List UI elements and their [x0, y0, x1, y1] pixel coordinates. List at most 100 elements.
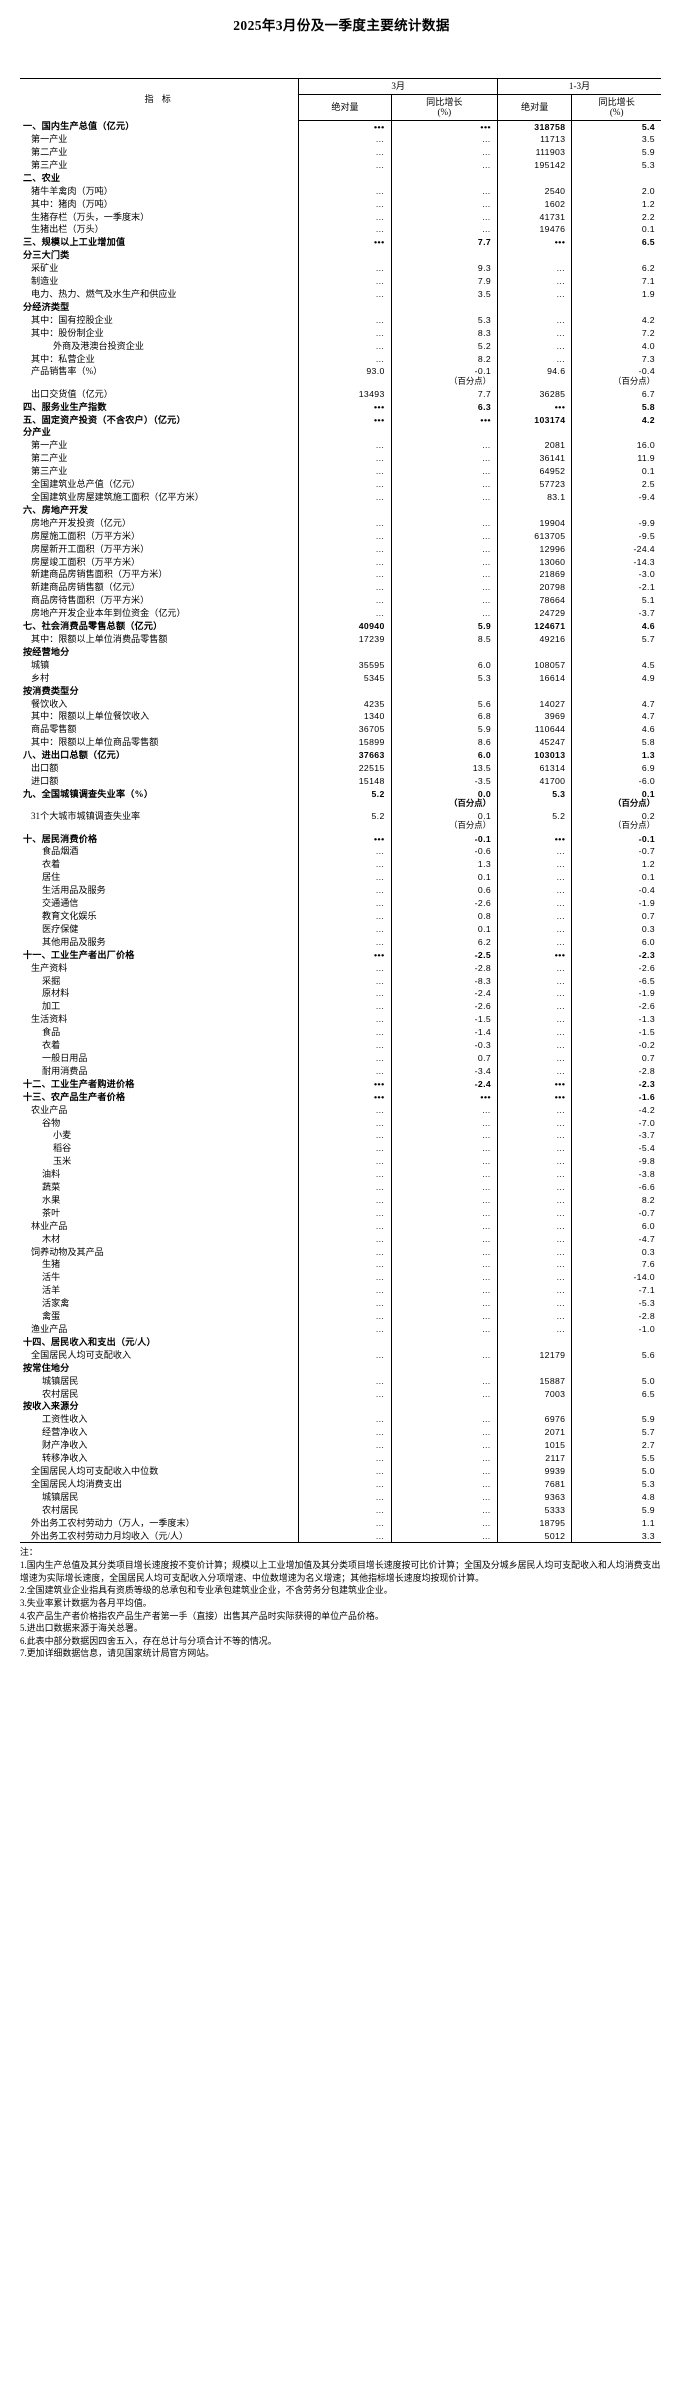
cell-q1-growth — [571, 300, 661, 314]
cell-march-growth: -0.1 （百分点） — [390, 365, 498, 388]
table-row: 出口交货值（亿元） 13493 7.7 36285 6.7 — [20, 387, 661, 401]
cell-q1-absolute: 318758 — [497, 120, 572, 133]
table-row: 茶叶 … … … -0.7 — [20, 1206, 661, 1220]
cell-q1-absolute: 64952 — [497, 465, 572, 479]
row-indicator: 稻谷 — [53, 1143, 72, 1154]
table-row: 第二产业 … … 111903 5.9 — [20, 145, 661, 159]
cell-q1-growth: -9.8 — [571, 1155, 661, 1169]
cell-march-absolute — [298, 1400, 392, 1414]
cell-q1-growth: -14.0 — [571, 1271, 661, 1285]
ellipsis-placeholder: … — [556, 288, 566, 299]
ellipsis-placeholder: … — [481, 582, 492, 593]
ellipsis-placeholder: … — [375, 198, 385, 209]
cell-q1-absolute: … — [497, 1310, 572, 1323]
ellipsis-placeholder: … — [556, 923, 566, 934]
ellipsis-placeholder: … — [375, 988, 385, 999]
cell-march-growth: 5.9 — [390, 723, 498, 737]
cell-q1-growth: -9.9 — [571, 516, 661, 530]
cell-march-absolute — [298, 503, 392, 517]
cell-q1-growth: -3.7 — [571, 1129, 661, 1143]
row-indicator: 外出务工农村劳动力（万人，一季度末） — [31, 1517, 195, 1528]
percentage-point-note: （百分点） — [449, 376, 492, 386]
row-indicator: 工资性收入 — [42, 1414, 88, 1425]
table-row: 分产业 — [20, 426, 661, 440]
cell-march-absolute: 15899 — [298, 736, 392, 750]
row-indicator: 全国居民人均可支配收入中位数 — [31, 1465, 159, 1476]
cell-q1-absolute: 15887 — [497, 1374, 572, 1388]
cell-q1-growth — [571, 503, 661, 517]
ellipsis-placeholder: … — [481, 1130, 492, 1141]
table-row: 新建商品房销售额（亿元） … … 20798 -2.1 — [20, 581, 661, 595]
cell-march-growth: … — [390, 1374, 498, 1388]
cell-march-absolute: … — [298, 1051, 392, 1065]
ellipsis-placeholder: … — [375, 1117, 385, 1128]
row-indicator: 四、服务业生产指数 — [23, 401, 107, 412]
ellipsis-placeholder: … — [375, 1169, 385, 1180]
ellipsis-placeholder: … — [481, 1207, 492, 1218]
cell-q1-absolute: 12179 — [497, 1348, 572, 1362]
cell-march-absolute: ••• — [298, 236, 392, 250]
cell-march-growth: 7.7 — [390, 387, 498, 401]
cell-march-absolute: ••• — [298, 948, 392, 962]
row-indicator: 电力、热力、燃气及水生产和供应业 — [31, 288, 177, 299]
ellipsis-placeholder: … — [481, 530, 492, 541]
cell-march-absolute: ••• — [298, 413, 392, 427]
cell-q1-absolute — [497, 1400, 572, 1414]
cell-march-growth: 0.1 — [390, 922, 498, 936]
ellipsis-placeholder: … — [556, 936, 566, 947]
cell-march-absolute: … — [298, 478, 392, 491]
ellipsis-placeholder: … — [556, 263, 566, 274]
cell-q1-growth: -3.7 — [571, 607, 661, 620]
cell-q1-growth: 4.5 — [571, 658, 661, 672]
cell-march-growth: … — [390, 197, 498, 211]
cell-march-growth: 6.3 — [390, 400, 498, 414]
cell-q1-absolute — [497, 684, 572, 698]
ellipsis-placeholder: … — [375, 288, 385, 299]
table-row: 十三、农产品生产者价格 ••• ••• ••• -1.6 — [20, 1090, 661, 1104]
ellipsis-placeholder: … — [481, 1427, 492, 1438]
table-row: 城镇居民 … … 9363 4.8 — [20, 1490, 661, 1504]
row-indicator: 出口额 — [31, 763, 59, 774]
ellipsis-placeholder: … — [481, 1349, 492, 1360]
cell-q1-absolute: 103174 — [497, 413, 572, 427]
cell-march-growth: … — [390, 1451, 498, 1465]
cell-q1-absolute: … — [497, 287, 572, 301]
row-indicator: 城镇 — [31, 659, 50, 670]
percentage-point-note: （百分点） — [613, 799, 655, 809]
cell-q1-absolute: 5333 — [497, 1503, 572, 1517]
cell-q1-absolute: … — [497, 1180, 572, 1194]
cell-q1-absolute: … — [497, 1051, 572, 1065]
cell-q1-growth: 4.8 — [571, 1490, 661, 1504]
table-row: 其中：私营企业 … 8.2 … 7.3 — [20, 352, 661, 366]
cell-q1-growth: -14.3 — [571, 555, 661, 569]
cell-q1-growth: -5.3 — [571, 1297, 661, 1311]
table-row: 教育文化娱乐 … 0.8 … 0.7 — [20, 909, 661, 923]
cell-q1-growth: -2.8 — [571, 1310, 661, 1323]
cell-q1-absolute: 94.6 — [497, 365, 572, 388]
cell-march-absolute: … — [298, 845, 392, 859]
ellipsis-placeholder: … — [481, 134, 492, 145]
cell-march-absolute: … — [298, 1297, 392, 1311]
ellipsis-placeholder: ••• — [374, 833, 385, 844]
cell-q1-growth: 6.0 — [571, 1219, 661, 1233]
ellipsis-placeholder: … — [481, 1414, 492, 1425]
row-indicator: 饲养动物及其产品 — [31, 1246, 104, 1257]
cell-march-absolute: … — [298, 1129, 392, 1143]
row-indicator: 生猪 — [42, 1259, 61, 1270]
table-row: 房屋竣工面积（万平方米） … … 13060 -14.3 — [20, 555, 661, 569]
cell-q1-growth: 0.2 （百分点） — [571, 810, 661, 833]
cell-q1-growth: 5.7 — [571, 632, 661, 646]
row-indicator: 房屋竣工面积（万平方米） — [31, 556, 141, 567]
cell-march-growth: … — [390, 210, 498, 224]
cell-q1-growth: -1.3 — [571, 1013, 661, 1027]
cell-q1-growth: 0.1 — [571, 465, 661, 479]
ellipsis-placeholder: … — [375, 608, 385, 619]
table-row: 房屋施工面积（万平方米） … … 613705 -9.5 — [20, 529, 661, 543]
cell-march-growth: … — [390, 1284, 498, 1298]
ellipsis-placeholder: … — [556, 1285, 566, 1296]
cell-march-absolute: … — [298, 897, 392, 910]
row-indicator: 渔业产品 — [31, 1324, 68, 1335]
table-row: 第三产业 … … 64952 0.1 — [20, 465, 661, 479]
cell-march-absolute: … — [298, 1038, 392, 1052]
cell-q1-growth — [571, 249, 661, 263]
